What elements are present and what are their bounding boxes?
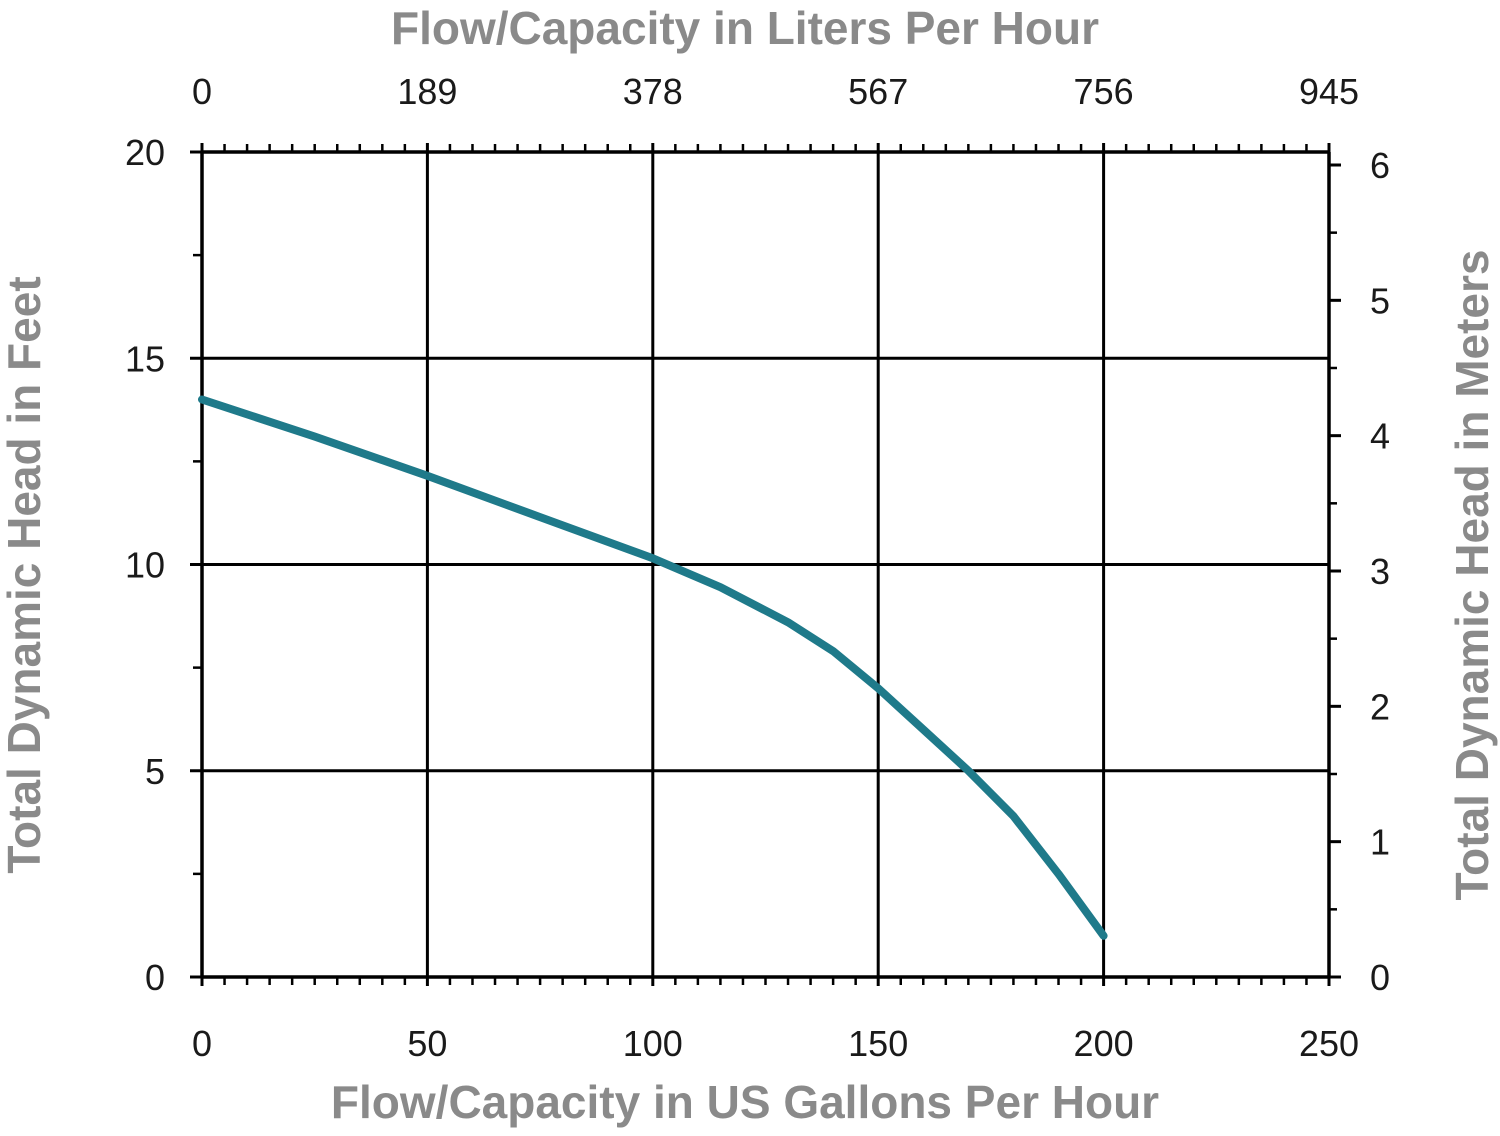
performance-curve-point	[1012, 815, 1014, 817]
performance-curve-point	[877, 687, 879, 689]
y-right-axis-title: Total Dynamic Head in Meters	[1446, 250, 1498, 901]
y-left-tick-label: 0	[145, 957, 165, 998]
performance-curve-point	[539, 516, 541, 518]
grid-layer	[200, 150, 1331, 979]
x-bottom-tick-label: 50	[407, 1023, 447, 1064]
x-top-tick-label: 756	[1074, 71, 1134, 112]
performance-curve-point	[652, 557, 654, 559]
performance-curve-point	[1058, 873, 1060, 875]
performance-curve-point	[426, 475, 428, 477]
x-bottom-tick-label: 250	[1299, 1023, 1359, 1064]
performance-curve-point	[719, 586, 721, 588]
performance-curve-point	[922, 729, 924, 730]
series-layer	[198, 395, 1108, 940]
y-right-tick-label: 5	[1370, 280, 1390, 321]
tick-layer	[190, 143, 1341, 986]
y-left-tick-label: 5	[145, 751, 165, 792]
y-right-tick-label: 1	[1370, 822, 1390, 863]
y-right-tick-label: 0	[1370, 957, 1390, 998]
x-top-axis-title: Flow/Capacity in Liters Per Hour	[391, 2, 1099, 54]
x-top-tick-label: 945	[1299, 71, 1359, 112]
y-right-tick-label: 3	[1370, 551, 1390, 592]
y-right-tick-label: 2	[1370, 686, 1390, 727]
x-top-tick-label: 378	[623, 71, 683, 112]
performance-curve-point	[201, 399, 203, 400]
y-left-axis-title: Total Dynamic Head in Feet	[0, 276, 50, 873]
y-left-tick-label: 15	[125, 338, 165, 379]
x-top-tick-label: 189	[397, 71, 457, 112]
x-bottom-tick-label: 200	[1074, 1023, 1134, 1064]
performance-curve-line	[198, 395, 1108, 940]
x-top-tick-label: 567	[848, 71, 908, 112]
x-bottom-tick-label: 100	[623, 1023, 683, 1064]
performance-curve-point	[787, 621, 789, 623]
performance-curve-point	[1103, 935, 1105, 937]
x-bottom-axis-title: Flow/Capacity in US Gallons Per Hour	[331, 1076, 1159, 1128]
y-right-tick-label: 4	[1370, 416, 1390, 457]
y-left-tick-label: 10	[125, 545, 165, 586]
y-left-tick-label: 20	[125, 132, 165, 173]
performance-curve-point	[832, 650, 834, 652]
performance-curve-point	[314, 436, 316, 438]
x-top-tick-label: 0	[192, 71, 212, 112]
performance-curve-point	[967, 770, 969, 772]
x-bottom-tick-label: 150	[848, 1023, 908, 1064]
x-bottom-tick-label: 0	[192, 1023, 212, 1064]
y-right-tick-label: 6	[1370, 145, 1390, 186]
